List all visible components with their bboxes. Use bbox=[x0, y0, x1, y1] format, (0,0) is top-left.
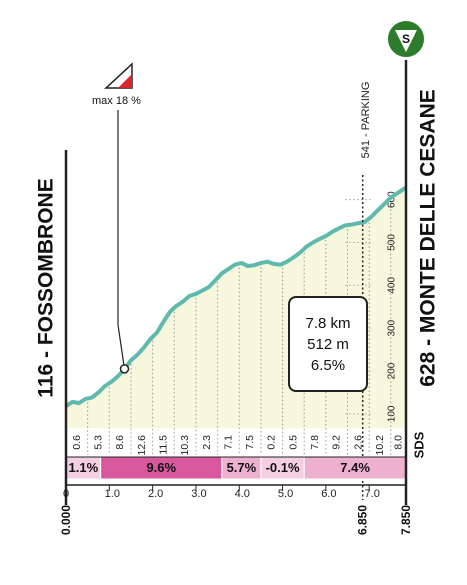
x-tick-label-3: 3.0 bbox=[191, 488, 206, 500]
segment-gradient-label-4: 11.5 bbox=[157, 435, 169, 455]
segment-gradient-label-12: 9.2 bbox=[331, 435, 343, 450]
segment-gradient-label-2: 8.6 bbox=[114, 435, 126, 450]
section-gradient-label-3: -0.1% bbox=[266, 460, 300, 475]
y-tick-label-0: 100 bbox=[387, 405, 398, 422]
segment-gradient-label-0: 0.6 bbox=[71, 435, 83, 450]
finish-location-label: 628 - MONTE DELLE CESANE bbox=[417, 89, 440, 387]
max-gradient-dot bbox=[119, 364, 130, 374]
y-tick-label-3: 400 bbox=[387, 277, 398, 294]
section-gradient-label-2: 5.7% bbox=[227, 460, 257, 475]
x-tick-label-4: 4.0 bbox=[235, 488, 250, 500]
x-tick-label-6: 6.0 bbox=[321, 488, 336, 500]
segment-gradient-label-10: 0.5 bbox=[287, 435, 299, 450]
section-gradient-label-1: 9.6% bbox=[146, 460, 176, 475]
y-tick-label-1: 200 bbox=[387, 362, 398, 379]
finish-km-label: 7.850 bbox=[399, 505, 413, 535]
y-tick-label-4: 500 bbox=[387, 234, 398, 251]
segment-gradient-label-7: 7.1 bbox=[222, 435, 234, 450]
segment-gradient-label-3: 12.6 bbox=[136, 435, 148, 456]
segment-gradient-label-8: 7.5 bbox=[244, 435, 256, 450]
parking-marker-label: 541 - PARKING bbox=[360, 82, 372, 159]
finish-badge-shield bbox=[395, 30, 417, 52]
segment-gradient-label-14: 10.2 bbox=[374, 435, 386, 456]
x-tick-label-2: 2.0 bbox=[148, 488, 163, 500]
steep-gradient-icon-fill bbox=[118, 74, 132, 88]
max-gradient-label: max 18 % bbox=[92, 95, 141, 107]
y-tick-label-5: 600 bbox=[387, 191, 398, 208]
x-tick-label-1: 1.0 bbox=[105, 488, 120, 500]
x-tick-label-7: 7.0 bbox=[365, 488, 380, 500]
segment-gradient-label-13: 2.6 bbox=[352, 435, 364, 450]
finish-badge-letter: S bbox=[402, 32, 410, 46]
max-gradient-pointer bbox=[117, 110, 126, 369]
y-tick-label-2: 300 bbox=[387, 319, 398, 336]
climb-avg-gradient: 6.5% bbox=[310, 356, 346, 374]
segment-gradient-label-1: 5.3 bbox=[92, 435, 104, 450]
climb-distance: 7.8 km bbox=[305, 314, 351, 332]
footer-label: SDS bbox=[412, 431, 427, 458]
start-km-label: 0.000 bbox=[59, 505, 73, 535]
section-gradient-label-0: 1.1% bbox=[69, 460, 99, 475]
climb-stats-box: 7.8 km 512 m 6.5% bbox=[288, 296, 368, 392]
segment-gradient-label-5: 10.3 bbox=[179, 435, 191, 456]
segment-gradient-label-6: 2.3 bbox=[201, 435, 213, 450]
segment-gradient-label-15: 8.0 bbox=[392, 435, 404, 450]
segment-gradient-label-11: 7.8 bbox=[309, 435, 321, 450]
parking-km-label: 6.850 bbox=[356, 505, 370, 535]
section-gradient-label-4: 7.4% bbox=[340, 460, 370, 475]
start-location-label: 116 - FOSSOMBRONE bbox=[35, 178, 58, 397]
segment-gradient-label-9: 0.2 bbox=[266, 435, 278, 450]
climb-elevation-gain: 512 m bbox=[307, 335, 349, 353]
x-tick-label-5: 5.0 bbox=[278, 488, 293, 500]
